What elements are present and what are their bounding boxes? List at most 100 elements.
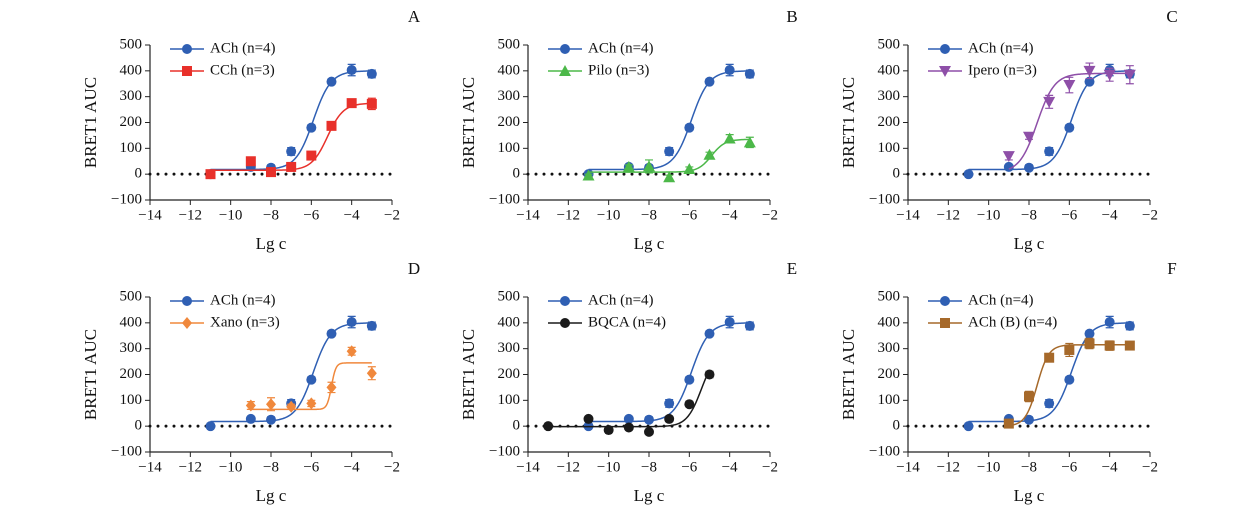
y-tick-label: −100 <box>869 443 900 459</box>
point <box>723 132 736 144</box>
x-tick-label: −4 <box>1102 207 1118 223</box>
legend-marker <box>939 66 951 77</box>
point <box>1024 391 1034 402</box>
point <box>326 381 337 394</box>
legend-label: Pilo (n=3) <box>588 62 649 78</box>
y-tick-label: 0 <box>513 166 521 182</box>
y-tick-label: 500 <box>878 288 901 304</box>
y-tick-label: 200 <box>498 366 521 382</box>
x-tick-label: −14 <box>896 459 920 475</box>
y-tick-label: 200 <box>120 114 143 130</box>
y-tick-label: −100 <box>869 191 900 207</box>
point <box>664 398 675 409</box>
point <box>326 76 337 87</box>
y-tick-label: 0 <box>893 166 901 182</box>
y-tick-label: 500 <box>120 36 143 52</box>
x-tick-label: −10 <box>977 459 1000 475</box>
x-tick-label: −8 <box>641 207 657 223</box>
x-tick-label: −12 <box>937 459 960 475</box>
point <box>1103 69 1116 81</box>
x-tick-label: −4 <box>722 459 738 475</box>
point <box>346 98 357 109</box>
legend-label: ACh (n=4) <box>588 40 654 56</box>
x-tick-label: −6 <box>681 459 697 475</box>
x-tick-label: −2 <box>762 459 778 475</box>
legend-label: CCh (n=3) <box>210 62 275 78</box>
x-axis-label: Lg c <box>1014 486 1045 505</box>
x-tick-label: −12 <box>557 207 580 223</box>
point <box>1064 344 1075 355</box>
y-tick-label: 100 <box>120 392 143 408</box>
x-tick-label: −8 <box>263 459 279 475</box>
point <box>664 146 675 157</box>
y-tick-label: 200 <box>498 114 521 130</box>
point <box>1104 317 1115 328</box>
point <box>724 317 735 328</box>
legend-marker <box>559 65 571 76</box>
y-tick-label: 400 <box>120 62 143 78</box>
point <box>622 160 635 172</box>
point <box>1084 328 1095 339</box>
legend-marker <box>182 296 192 306</box>
point <box>664 413 675 424</box>
point <box>724 65 735 76</box>
point <box>346 65 357 76</box>
point <box>703 148 716 160</box>
y-tick-label: 300 <box>498 88 521 104</box>
x-axis-label: Lg c <box>256 234 287 253</box>
point <box>582 169 595 181</box>
point <box>623 413 634 424</box>
y-tick-label: 300 <box>498 340 521 356</box>
legend-marker <box>940 318 950 328</box>
y-axis-label: BRET1 AUC <box>839 329 858 420</box>
y-tick-label: 100 <box>498 392 521 408</box>
legend-marker <box>560 44 570 54</box>
point <box>744 68 755 79</box>
point <box>366 367 377 380</box>
panel-label: A <box>408 7 421 26</box>
point <box>1123 69 1136 81</box>
point <box>266 398 276 411</box>
y-tick-label: 400 <box>498 314 521 330</box>
point <box>1024 162 1034 173</box>
point <box>286 161 297 172</box>
point <box>1002 151 1015 163</box>
legend-label: Xano (n=3) <box>210 314 280 330</box>
y-tick-label: 500 <box>120 288 143 304</box>
x-tick-label: −8 <box>263 207 279 223</box>
x-tick-label: −6 <box>303 459 319 475</box>
point <box>205 421 216 432</box>
y-axis-label: BRET1 AUC <box>81 329 100 420</box>
x-tick-label: −12 <box>557 459 580 475</box>
y-tick-label: 0 <box>513 418 521 434</box>
x-tick-label: −12 <box>937 207 960 223</box>
point <box>286 146 297 157</box>
point <box>366 68 377 79</box>
y-tick-label: 300 <box>120 340 143 356</box>
point <box>684 122 695 133</box>
x-tick-label: −14 <box>516 459 540 475</box>
y-tick-label: −100 <box>489 443 520 459</box>
y-tick-label: 0 <box>135 166 143 182</box>
point <box>1003 418 1014 429</box>
point <box>1064 122 1075 133</box>
x-tick-label: −10 <box>597 207 620 223</box>
x-tick-label: −8 <box>1021 207 1037 223</box>
point <box>1124 320 1135 331</box>
point <box>1044 398 1055 409</box>
y-tick-label: 400 <box>498 62 521 78</box>
point <box>306 397 317 410</box>
legend-marker <box>940 296 950 306</box>
x-tick-label: −2 <box>1142 207 1158 223</box>
y-tick-label: −100 <box>111 443 142 459</box>
x-axis-label: Lg c <box>256 486 287 505</box>
x-tick-label: −10 <box>597 459 620 475</box>
point <box>1044 146 1055 157</box>
panel-label: B <box>786 7 797 26</box>
legend-label: Ipero (n=3) <box>968 62 1037 78</box>
panel-label: D <box>408 259 420 278</box>
panel-label: C <box>1166 7 1177 26</box>
point <box>306 150 317 161</box>
x-tick-label: −4 <box>344 459 360 475</box>
y-tick-label: 0 <box>893 418 901 434</box>
